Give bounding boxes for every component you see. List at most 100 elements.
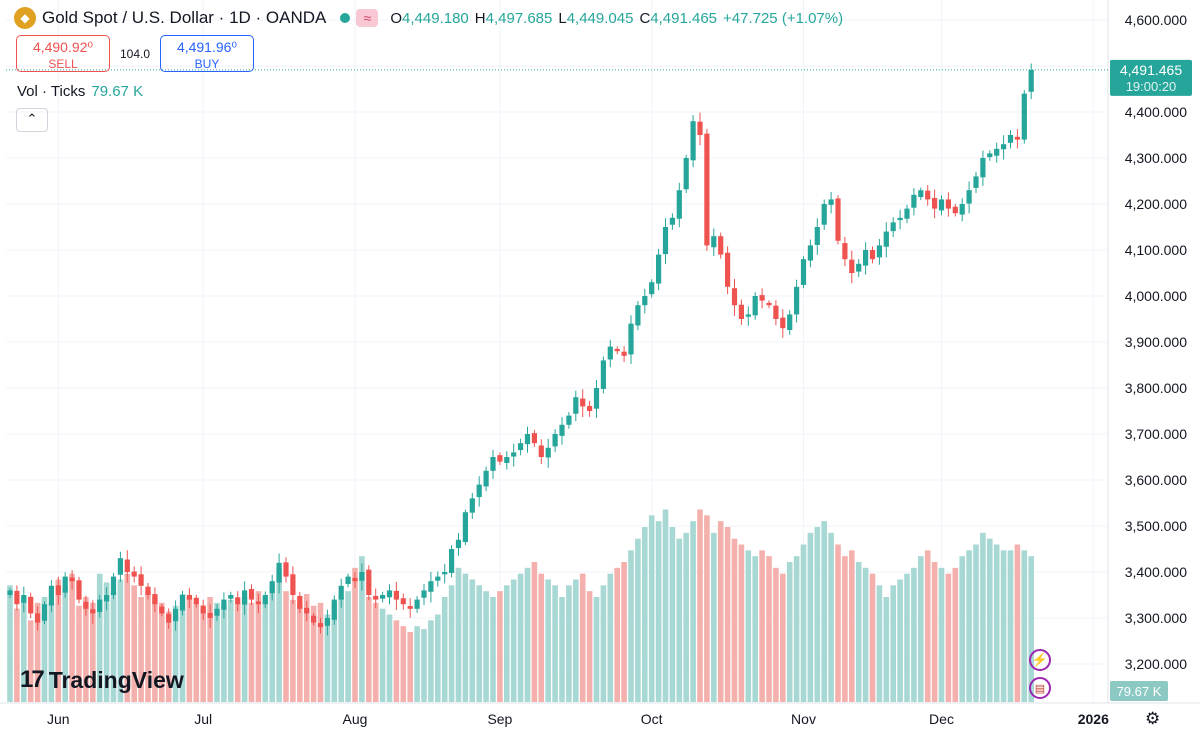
candle-body — [1007, 135, 1014, 143]
y-tick-label: 3,600.000 — [1125, 472, 1187, 488]
candle-body — [518, 443, 524, 451]
volume-bar — [34, 602, 41, 702]
price-axis[interactable]: 3,200.000 3,300.000 3,400.000 3,500.000 3,60… — [1110, 12, 1192, 701]
volume-bar — [745, 550, 752, 702]
grid-lines — [0, 0, 1200, 704]
volume-bar — [221, 605, 227, 702]
volume-bar — [862, 567, 869, 702]
volume-bar — [876, 585, 883, 702]
volume-bar — [83, 597, 89, 702]
last-price-label: 4,491.465 — [1120, 62, 1182, 78]
volume-bar — [704, 515, 710, 702]
candle-body — [787, 314, 793, 331]
volume-bar — [7, 585, 13, 702]
candle-body — [745, 314, 751, 317]
volume-bar — [352, 567, 358, 702]
volume-bar — [993, 544, 1000, 702]
candle-body — [697, 121, 703, 135]
volume-bar — [462, 573, 469, 702]
volume-bar — [911, 567, 917, 702]
tradingview-logo[interactable]: 17 TradingView — [20, 666, 184, 694]
candle-body — [193, 597, 199, 605]
volume-bar — [255, 591, 262, 702]
candle-body — [386, 590, 393, 598]
candle-body — [842, 243, 848, 260]
candle-body — [904, 208, 910, 219]
collapse-legend-button[interactable]: ⌃ — [16, 108, 48, 132]
volume-bar — [959, 556, 965, 702]
candle-body — [290, 574, 296, 595]
x-tick-label: Sep — [487, 711, 512, 727]
volume-bar — [110, 591, 117, 702]
candle-body — [200, 605, 206, 614]
candle-body — [469, 498, 475, 513]
candle-body — [883, 231, 889, 247]
buy-button[interactable]: 4,491.96⁰ BUY — [160, 35, 254, 72]
candle-body — [959, 204, 965, 215]
candle-body — [814, 227, 820, 245]
volume-bar — [600, 585, 607, 702]
volume-bar — [407, 632, 413, 702]
y-tick-label: 4,100.000 — [1125, 242, 1187, 258]
us-flag-icon[interactable]: ▤ — [1029, 677, 1051, 699]
last-volume-label: 79.67 K — [1117, 684, 1162, 699]
candle-body — [221, 599, 227, 610]
volume-bar — [593, 597, 600, 702]
candle-body — [331, 599, 337, 620]
candle-body — [138, 574, 144, 586]
market-status-dot-icon[interactable] — [340, 13, 351, 23]
candle-body — [352, 577, 358, 582]
candle-body — [656, 254, 662, 284]
volume-bar — [165, 611, 172, 702]
volume-bar — [642, 527, 648, 702]
volume-bar — [62, 585, 68, 702]
volume-bar — [869, 573, 876, 702]
volume-bar — [855, 562, 862, 702]
candle-body — [255, 601, 261, 605]
volume-bar — [531, 562, 538, 702]
volume-bar — [938, 567, 945, 702]
volume-bar — [207, 597, 213, 702]
sell-label: SELL — [48, 57, 78, 71]
lightning-icon[interactable]: ⚡ — [1029, 649, 1051, 671]
volume-bar — [828, 532, 834, 702]
candle-body — [28, 596, 34, 614]
x-tick-label: Jul — [194, 711, 212, 727]
volume-bar — [697, 509, 703, 702]
candle-body — [504, 457, 510, 463]
candle-body — [152, 594, 158, 605]
volume-bar — [607, 573, 614, 702]
close-value: 4,491.465 — [650, 9, 718, 27]
x-tick-label: Jun — [47, 711, 70, 727]
volume-bar — [324, 614, 331, 702]
y-tick-label: 3,500.000 — [1125, 518, 1187, 534]
volume-bar — [614, 567, 620, 702]
volume-bar — [145, 591, 151, 702]
volume-bar — [973, 544, 979, 702]
candle-body — [311, 615, 317, 623]
candle-body — [718, 236, 724, 255]
time-axis[interactable]: Jun Jul Aug Sep Oct Nov Dec 2026 — [47, 711, 1109, 727]
candle-body — [69, 577, 75, 582]
volume-bar — [234, 602, 241, 702]
candle-body — [600, 360, 606, 389]
candle-body — [304, 607, 310, 614]
candle-body — [393, 590, 399, 600]
volume-legend[interactable]: Vol · Ticks 79.67 K — [17, 83, 143, 100]
candle-body — [635, 305, 641, 326]
volume-bar — [883, 597, 890, 702]
volume-bar — [738, 544, 745, 702]
volume-bar — [441, 597, 448, 702]
symbol-title[interactable]: Gold Spot / U.S. Dollar · 1D · OANDA — [42, 8, 327, 27]
candle-body — [359, 572, 365, 581]
candle-body — [476, 484, 482, 498]
volume-bar — [952, 567, 959, 702]
data-mode-icon[interactable]: ≈ — [356, 9, 379, 27]
candle-body — [55, 585, 61, 595]
sell-button[interactable]: 4,490.92⁰ SELL — [16, 35, 110, 72]
volume-bar — [200, 608, 206, 702]
candle-body — [366, 569, 372, 595]
settings-gear-icon[interactable]: ⚙ — [1145, 709, 1161, 728]
volume-bar — [283, 591, 289, 702]
